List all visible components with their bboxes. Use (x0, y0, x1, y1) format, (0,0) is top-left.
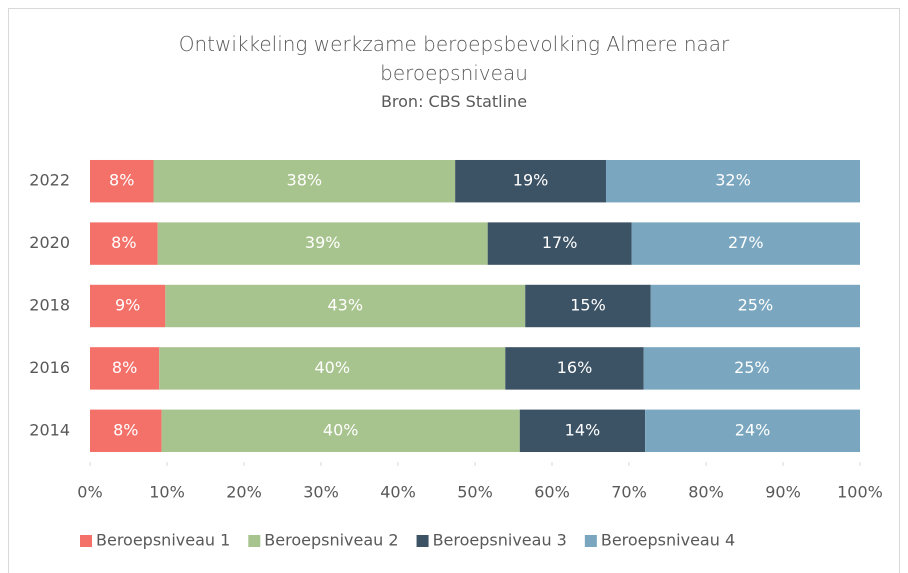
y-tick-label: 2022 (29, 171, 70, 190)
legend-label: Beroepsniveau 1 (96, 531, 230, 550)
bar-segment (165, 284, 526, 328)
data-label: 8% (111, 233, 136, 252)
data-label: 25% (734, 358, 770, 377)
x-tick-label: 100% (837, 483, 883, 502)
data-label: 15% (570, 296, 606, 315)
data-label: 19% (513, 171, 549, 190)
data-label: 17% (542, 233, 578, 252)
legend-swatch (248, 535, 261, 547)
x-tick-label: 10% (149, 483, 185, 502)
data-label: 32% (715, 171, 751, 190)
data-label: 25% (738, 296, 774, 315)
legend-swatch (584, 535, 597, 547)
x-tick-label: 80% (688, 483, 724, 502)
x-tick-label: 40% (380, 483, 416, 502)
bar-segment (157, 222, 488, 265)
chart-title: Ontwikkeling werkzame beroepsbevolking A… (178, 32, 730, 85)
bar-segment (161, 409, 520, 453)
x-tick-label: 90% (765, 483, 801, 502)
bar-segment (90, 284, 166, 328)
data-label: 8% (112, 358, 137, 377)
bar-segment (90, 159, 154, 203)
data-label: 8% (113, 420, 138, 439)
legend-label: Beroepsniveau 2 (264, 531, 398, 550)
bar-segment (525, 284, 651, 328)
x-tick-label: 50% (457, 483, 493, 502)
chart-border (8, 8, 900, 573)
data-label: 24% (735, 420, 771, 439)
data-label: 43% (327, 296, 363, 315)
bar-segment (159, 347, 506, 390)
bar-segment (505, 347, 644, 390)
legend-swatch (80, 535, 92, 547)
bar-segment (455, 159, 606, 203)
y-tick-label: 2018 (29, 296, 70, 315)
data-label: 8% (109, 171, 134, 190)
bar-segment (90, 222, 158, 265)
data-label: 9% (115, 296, 140, 315)
bar-segment (650, 284, 860, 328)
bar-segment (605, 159, 860, 203)
bar-segment (487, 222, 632, 265)
y-tick-label: 2016 (29, 358, 70, 377)
bar-segment (643, 347, 860, 390)
bar-segment (631, 222, 860, 265)
legend-label: Beroepsniveau 4 (601, 531, 735, 550)
y-tick-label: 2014 (29, 420, 70, 439)
x-tick-label: 70% (611, 483, 647, 502)
bar-segment (90, 409, 162, 453)
x-tick-label: 60% (534, 483, 570, 502)
bar-segment (153, 159, 456, 203)
data-label: 40% (323, 420, 359, 439)
x-tick-label: 0% (77, 483, 102, 502)
legend-swatch (416, 535, 429, 547)
y-tick-label: 2020 (29, 233, 70, 252)
data-label: 14% (565, 420, 601, 439)
bar-segment (519, 409, 646, 453)
x-tick-label: 30% (303, 483, 339, 502)
data-label: 27% (728, 233, 764, 252)
data-label: 16% (557, 358, 593, 377)
x-tick-label: 20% (226, 483, 262, 502)
data-label: 40% (314, 358, 350, 377)
bar-segment (90, 347, 160, 390)
data-label: 39% (305, 233, 341, 252)
bar-segment (645, 409, 860, 453)
data-label: 38% (287, 171, 323, 190)
legend-label: Beroepsniveau 3 (433, 531, 567, 550)
chart-subtitle: Bron: CBS Statline (380, 92, 528, 111)
